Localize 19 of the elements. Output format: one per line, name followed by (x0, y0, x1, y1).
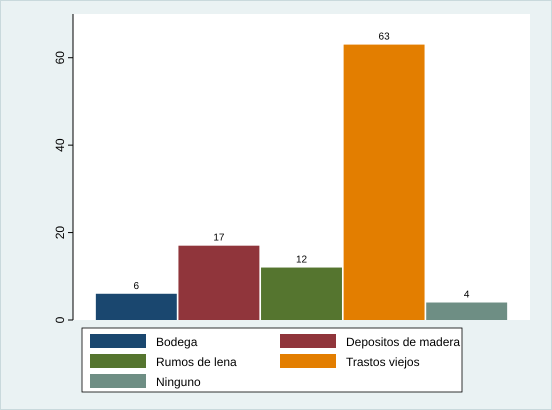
data-label: 4 (464, 290, 470, 301)
bar (261, 268, 342, 320)
data-label: 6 (134, 280, 140, 292)
data-label: 63 (378, 32, 390, 43)
legend-label: Trastos viejos (346, 355, 420, 369)
bar (96, 294, 177, 320)
legend-label: Depositos de madera (346, 335, 460, 349)
y-tick-label: 20 (53, 226, 67, 240)
data-label: 17 (213, 232, 225, 244)
bar (344, 44, 425, 320)
data-label: 12 (296, 254, 308, 266)
legend-label: Ninguno (156, 375, 202, 389)
bar (426, 302, 508, 320)
legend-label: Rumos de lena (156, 355, 238, 369)
y-tick-label: 40 (53, 138, 67, 152)
bar (178, 246, 260, 320)
y-tick-label: 60 (53, 50, 67, 64)
y-tick-label: 0 (53, 316, 67, 324)
legend-label: Bodega (156, 335, 198, 349)
